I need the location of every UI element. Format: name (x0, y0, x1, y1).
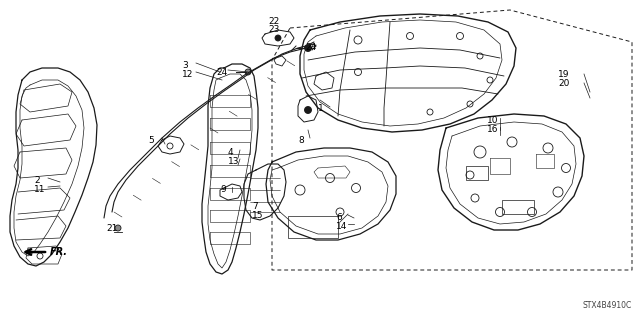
Text: 8: 8 (298, 136, 304, 145)
Text: 13: 13 (228, 157, 239, 166)
Circle shape (305, 44, 312, 52)
Circle shape (115, 225, 121, 231)
Text: 24: 24 (216, 68, 227, 77)
Text: 6: 6 (336, 213, 342, 222)
Circle shape (275, 35, 281, 41)
Circle shape (305, 107, 312, 114)
Text: 16: 16 (487, 125, 499, 134)
Text: 7: 7 (252, 202, 258, 211)
Text: 12: 12 (182, 70, 193, 79)
Text: 11: 11 (34, 185, 45, 194)
Bar (466, 166, 488, 180)
Text: 2: 2 (34, 176, 40, 185)
Text: 1: 1 (318, 104, 324, 113)
Text: 10: 10 (487, 116, 499, 125)
Text: 9: 9 (220, 185, 226, 194)
Circle shape (245, 69, 251, 75)
Bar (288, 216, 338, 238)
Text: 15: 15 (252, 211, 264, 220)
Text: 19: 19 (558, 70, 570, 79)
Text: FR.: FR. (50, 247, 68, 257)
Bar (502, 200, 534, 214)
Text: 4: 4 (228, 148, 234, 157)
Text: STX4B4910C: STX4B4910C (583, 301, 632, 310)
Text: 14: 14 (336, 222, 348, 231)
Text: 5: 5 (148, 136, 154, 145)
Text: 21: 21 (106, 224, 117, 233)
Text: 23: 23 (268, 25, 280, 34)
Text: 3: 3 (182, 61, 188, 70)
Text: 20: 20 (558, 79, 570, 88)
Text: 24: 24 (305, 43, 316, 52)
Text: 22: 22 (268, 17, 279, 26)
